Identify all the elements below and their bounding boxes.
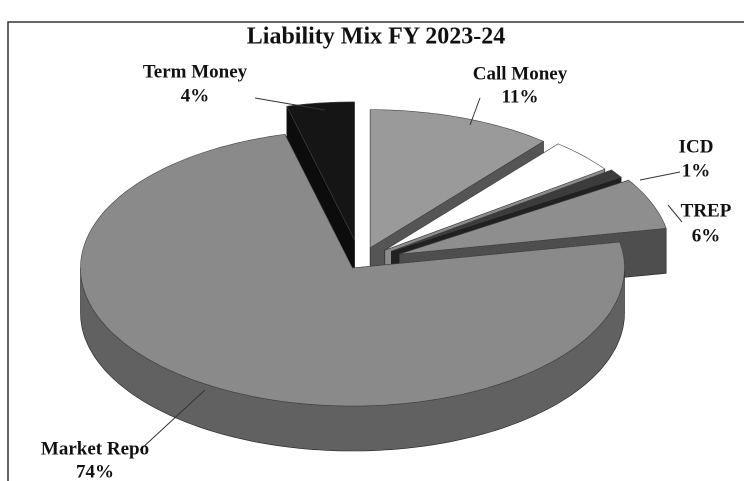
leader-lines <box>139 97 683 451</box>
leader-line <box>469 97 481 126</box>
slice-label: ICD <box>679 136 714 157</box>
value-label: 11% <box>502 86 539 107</box>
chart-title: Liability Mix FY 2023-24 <box>247 24 505 50</box>
chart-frame <box>7 21 744 481</box>
slice-label: Call Money <box>473 63 568 84</box>
slice <box>399 179 667 255</box>
value-label: 74% <box>76 461 114 481</box>
leader-line <box>254 97 326 111</box>
slice-label: Market Repo <box>41 438 149 459</box>
value-label: 6% <box>692 225 721 246</box>
value-label: 1% <box>682 160 711 181</box>
slice <box>80 133 625 407</box>
leader-line <box>667 204 683 223</box>
slice <box>391 169 622 252</box>
value-label: 4% <box>181 85 210 106</box>
slice <box>369 109 545 249</box>
leader-line <box>139 389 206 451</box>
pie <box>80 101 667 452</box>
slice <box>384 143 606 251</box>
slice-label: Term Money <box>143 61 248 82</box>
slice-label: TREP <box>681 200 732 221</box>
leader-line <box>639 171 681 181</box>
